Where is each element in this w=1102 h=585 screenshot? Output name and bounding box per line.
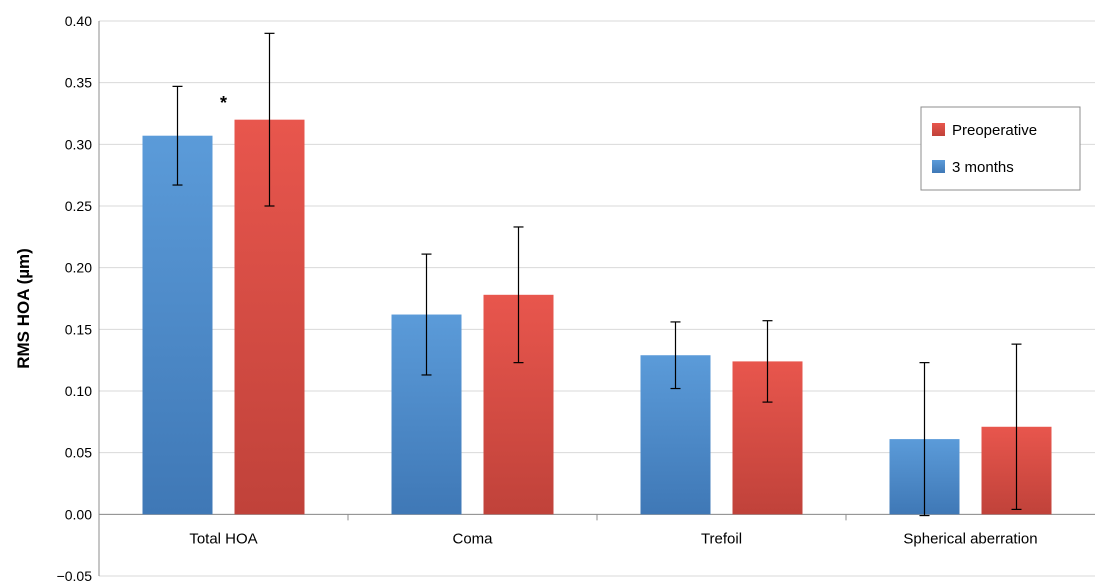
y-tick-label: 0.30: [65, 136, 92, 152]
legend-swatch: [932, 160, 945, 173]
x-category-label: Trefoil: [701, 530, 742, 547]
x-category-label: Coma: [452, 530, 493, 547]
legend-label: Preoperative: [952, 122, 1037, 139]
y-tick-label: 0.00: [65, 506, 92, 522]
legend-label: 3 months: [952, 159, 1014, 176]
bars: [142, 119, 1052, 515]
y-tick-label: 0.35: [65, 75, 92, 91]
x-category-label: Spherical aberration: [903, 530, 1037, 547]
legend-swatch: [932, 123, 945, 136]
y-tick-label: 0.05: [65, 445, 92, 461]
y-tick-label: 0.25: [65, 198, 92, 214]
significance-marker: *: [220, 93, 227, 113]
y-tick-label: 0.15: [65, 321, 92, 337]
y-axis-label: RMS HOA (µm): [14, 248, 33, 369]
error-bars: [172, 32, 1022, 517]
y-tick-label: 0.10: [65, 383, 92, 399]
legend-box: [920, 106, 1081, 191]
labels: −0.05 0.00 0.05 0.10 0.15 0.20 0.25 0.30 0.35 0.4…: [14, 13, 1038, 584]
y-tick-label: 0.20: [65, 260, 92, 276]
legend: Preoperative 3 months: [920, 106, 1081, 191]
x-category-label: Total HOA: [189, 530, 257, 547]
y-tick-label: −0.05: [57, 568, 93, 584]
y-tick-label: 0.40: [65, 13, 92, 29]
bar-3-months: [142, 135, 213, 515]
